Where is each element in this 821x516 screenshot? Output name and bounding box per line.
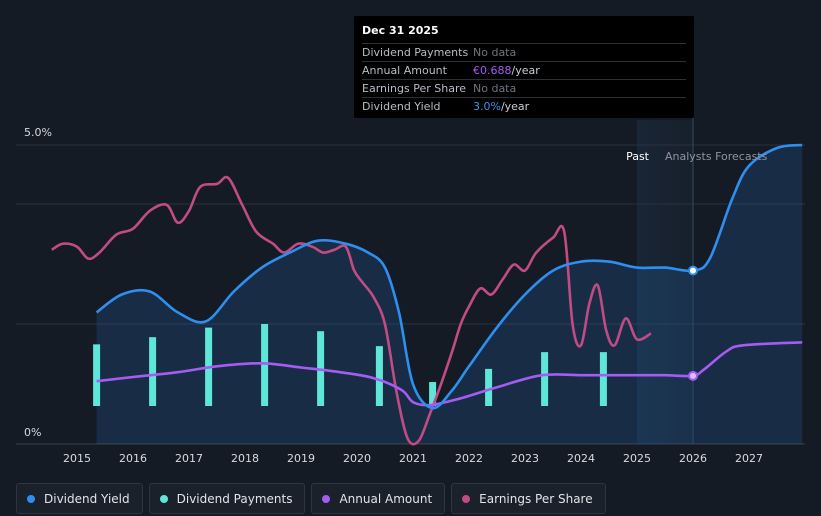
tooltip-row-dividend-yield: Dividend Yield 3.0%/year [362, 97, 686, 115]
tooltip-row-annual-amount: Annual Amount €0.688/year [362, 61, 686, 79]
x-tick-label: 2020 [343, 452, 371, 465]
tooltip-date: Dec 31 2025 [362, 24, 439, 37]
tooltip-row-earnings-per-share: Earnings Per Share No data [362, 79, 686, 97]
legend-dot-icon [159, 494, 168, 503]
legend-label: Dividend Yield [44, 491, 130, 506]
legend-dividend-payments[interactable]: Dividend Payments [148, 483, 306, 514]
legend-label: Annual Amount [339, 491, 433, 506]
y-axis-top-label: 5.0% [24, 126, 52, 139]
tooltip-value: No data [473, 46, 517, 59]
forecast-section-label: Analysts Forecasts [665, 150, 768, 163]
annual-amount-marker[interactable] [688, 370, 698, 381]
tooltip-key: Earnings Per Share [362, 82, 467, 95]
x-tick-label: 2022 [455, 452, 483, 465]
x-tick-label: 2023 [511, 452, 539, 465]
earnings-per-share-line [51, 175, 652, 446]
dividend-payment-bar[interactable] [261, 324, 269, 406]
x-tick-label: 2017 [175, 452, 203, 465]
dividend-payment-bar[interactable] [429, 382, 437, 406]
tooltip-value: No data [473, 82, 517, 95]
legend-dividend-yield[interactable]: Dividend Yield [16, 483, 143, 514]
x-tick-label: 2016 [119, 452, 147, 465]
x-tick-label: 2024 [567, 452, 595, 465]
dividend-payment-bar[interactable] [485, 368, 493, 406]
dividend-yield-area [96, 145, 803, 444]
tooltip-key: Annual Amount [362, 64, 447, 77]
x-tick-label: 2027 [735, 452, 763, 465]
legend-dot-icon [462, 494, 471, 503]
past-section-label: Past [626, 150, 650, 163]
tooltip-unit: /year [500, 100, 530, 113]
dividend-payment-bar[interactable] [149, 337, 157, 406]
dividend-payment-bar[interactable] [93, 344, 101, 406]
legend-dot-icon [27, 494, 35, 503]
dividend-payment-bar[interactable] [375, 346, 383, 406]
tooltip-key: Dividend Yield [362, 100, 441, 113]
legend-label: Dividend Payments [176, 491, 293, 506]
x-tick-label: 2021 [399, 452, 427, 465]
dividend-payment-bar[interactable] [541, 352, 549, 406]
x-tick-label: 2015 [63, 452, 91, 465]
legend-annual-amount[interactable]: Annual Amount [311, 483, 446, 514]
legend-label: Earnings Per Share [479, 491, 593, 506]
tooltip-value: €0.688 [473, 64, 512, 77]
dividend-payment-bar[interactable] [599, 352, 607, 406]
legend-dot-icon [322, 494, 331, 503]
tooltip-key: Dividend Payments [362, 46, 469, 59]
x-tick-label: 2026 [679, 452, 707, 465]
y-axis-bottom-label: 0% [24, 426, 41, 439]
tooltip-value: 3.0% [473, 100, 501, 113]
dividend-yield-marker[interactable] [688, 265, 698, 276]
dividend-chart: 5.0% 0% Past Analysts Forecasts 2015 2016… [16, 118, 805, 465]
x-tick-label: 2018 [231, 452, 259, 465]
tooltip-row-dividend-payments: Dividend Payments No data [362, 43, 686, 61]
hover-tooltip: Dec 31 2025 Dividend Payments No data An… [354, 16, 694, 118]
chart-legend: Dividend Yield Dividend Payments Annual … [16, 483, 606, 515]
x-tick-label: 2025 [623, 452, 651, 465]
forecast-region [637, 120, 693, 444]
x-tick-label: 2019 [287, 452, 315, 465]
legend-earnings-per-share[interactable]: Earnings Per Share [451, 483, 606, 514]
tooltip-unit: /year [511, 64, 540, 77]
x-axis-ticks: 2015 2016 2017 2018 2019 2020 2021 2022 2023 2024… [63, 452, 763, 465]
